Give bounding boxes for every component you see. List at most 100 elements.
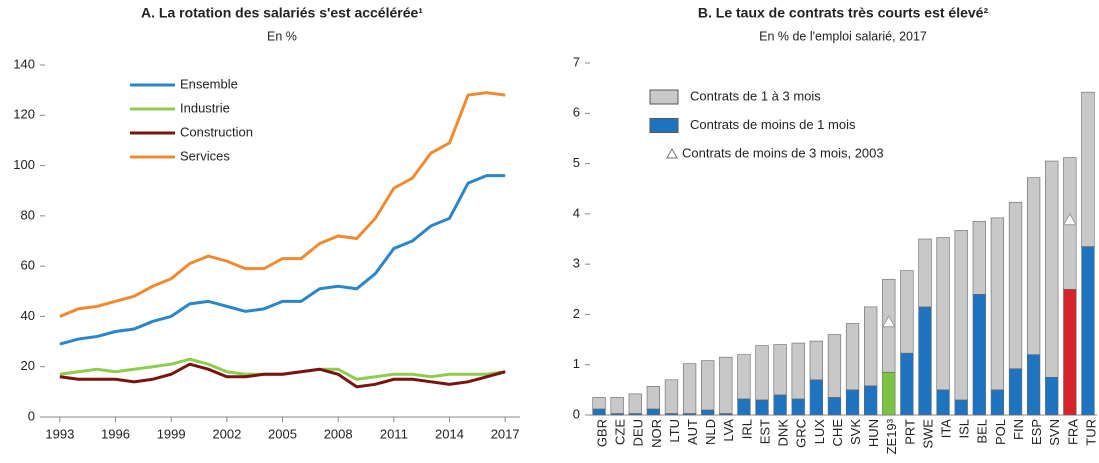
line-series	[59, 357, 506, 381]
marker	[881, 314, 896, 328]
chart-subtitle: En % de l'emploi salarié, 2017	[759, 29, 927, 43]
bar-segment	[737, 354, 751, 400]
bar-segment	[1026, 354, 1041, 416]
legend-label: Construction	[180, 124, 253, 139]
bar-segment	[773, 344, 787, 396]
x-tick-label: FIN	[1011, 419, 1026, 440]
bar-segment	[592, 397, 606, 410]
y-tick-label: 60	[21, 258, 35, 273]
bar-segment	[900, 270, 914, 354]
x-tick-label: CHE	[830, 419, 845, 447]
bar-segment	[1081, 91, 1095, 247]
bar-segment	[628, 393, 642, 414]
bar-segment	[845, 323, 860, 391]
line-series	[59, 91, 506, 318]
x-tick-label: 1996	[101, 426, 130, 441]
legend-swatch	[649, 89, 679, 105]
y-tick-label: 120	[13, 107, 35, 122]
chart-subtitle: En %	[267, 29, 297, 43]
x-tick-label: LVA	[721, 419, 736, 442]
y-tick-label: 0	[573, 406, 580, 421]
bar-segment	[827, 334, 842, 398]
chart-title: A. La rotation des salariés s'est accélé…	[141, 5, 423, 21]
bar-segment	[918, 306, 932, 416]
bar-segment	[1045, 376, 1059, 416]
bar-segment	[664, 379, 679, 414]
line-series	[59, 362, 506, 389]
x-tick-label: 2005	[268, 426, 297, 441]
x-tick-label: IRL	[739, 419, 754, 439]
bar-segment	[646, 386, 661, 410]
x-tick-label: ISL	[957, 419, 972, 439]
x-tick-label: 2014	[435, 426, 464, 441]
bar-segment	[682, 363, 697, 414]
line-series	[59, 174, 506, 346]
x-tick-label: ZE19³	[884, 418, 899, 454]
x-tick-label: DNK	[776, 419, 791, 447]
chart-title: B. Le taux de contrats très courts est é…	[698, 5, 989, 21]
bar-segment	[646, 408, 661, 416]
bar-segment	[900, 352, 914, 416]
bar-segment	[809, 340, 823, 381]
x-tick-label: GRC	[794, 419, 809, 448]
bar-segment	[882, 371, 896, 416]
x-tick-label: SVK	[848, 419, 863, 445]
bar-segment	[737, 398, 751, 416]
x-tick-label: HUN	[866, 419, 881, 447]
bar-segment	[773, 394, 787, 416]
x-tick-label: 2017	[491, 426, 520, 441]
x-tick-label: BEL	[975, 419, 990, 444]
x-tick-label: 2011	[380, 426, 408, 441]
y-tick-label: 2	[573, 306, 580, 321]
x-tick-label: LTU	[667, 419, 682, 443]
bar-segment	[701, 360, 715, 411]
x-tick-label: DEU	[631, 419, 646, 446]
y-tick-label: 3	[573, 256, 580, 271]
x-tick-label: ITA	[939, 419, 954, 439]
y-tick-label: 80	[21, 207, 35, 222]
bar-segment	[1008, 201, 1023, 370]
x-tick-label: PRT	[902, 419, 917, 445]
y-tick-label: 5	[573, 155, 580, 170]
x-tick-label: TUR	[1083, 419, 1098, 446]
bar-segment	[918, 238, 932, 308]
y-tick-label: 40	[21, 308, 35, 323]
bar-segment	[755, 345, 769, 401]
bar-segment	[1081, 246, 1095, 416]
x-tick-label: NOR	[649, 419, 664, 448]
bar-segment	[1008, 368, 1023, 416]
legend-label: Industrie	[180, 100, 230, 115]
legend-label: Ensemble	[180, 76, 238, 91]
bar-segment	[954, 399, 968, 416]
y-tick-label: 1	[573, 356, 580, 371]
x-tick-label: 2008	[324, 426, 353, 441]
x-tick-label: FRA	[1065, 419, 1080, 445]
x-tick-label: EST	[757, 419, 772, 444]
y-tick-label: 6	[573, 105, 580, 120]
bar-segment	[791, 342, 805, 400]
x-tick-label: SVN	[1047, 419, 1062, 446]
x-tick-label: AUT	[685, 419, 700, 445]
bar-segment	[701, 409, 715, 416]
bar-segment	[791, 398, 805, 416]
bar-segment	[1026, 177, 1041, 355]
bar-segment	[1045, 160, 1059, 378]
bar-segment	[972, 221, 986, 295]
bar-segment	[719, 356, 733, 414]
legend-label: Contrats de moins de 1 mois	[690, 117, 856, 132]
y-tick-label: 100	[13, 157, 35, 172]
bar-segment	[990, 389, 1005, 416]
x-tick-label: GBR	[594, 419, 609, 447]
legend-swatch	[649, 118, 679, 133]
x-tick-label: NLD	[703, 419, 718, 445]
bar-segment	[610, 397, 624, 414]
bar-segment	[990, 217, 1005, 391]
y-tick-label: 0	[28, 408, 35, 423]
x-tick-label: SWE	[920, 419, 935, 449]
x-tick-label: POL	[993, 419, 1008, 445]
bar-segment	[845, 389, 860, 416]
bar-segment	[972, 294, 986, 416]
bar-segment	[936, 389, 950, 416]
bar-segment	[1063, 288, 1077, 416]
